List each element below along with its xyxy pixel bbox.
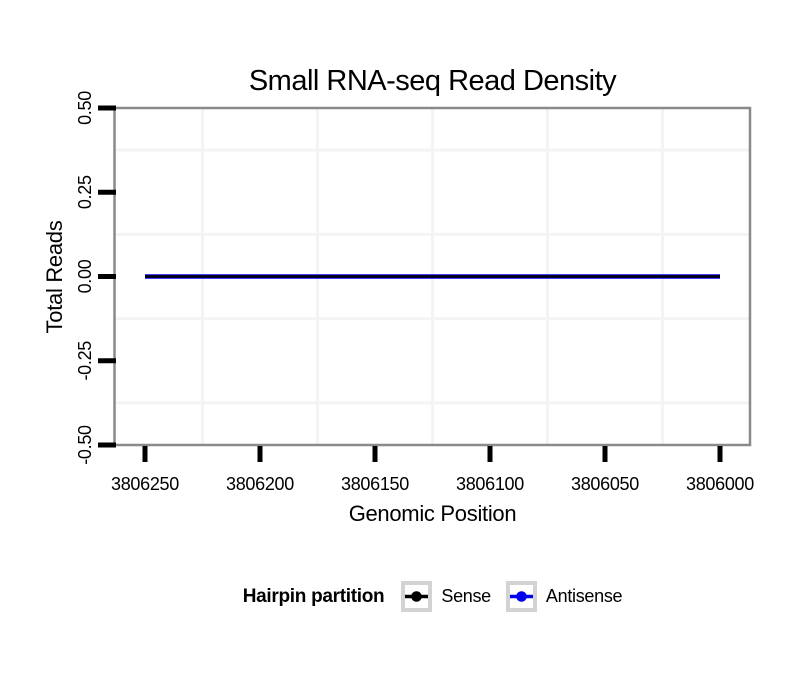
legend-title: Hairpin partition (242, 585, 385, 607)
legend-item-antisense: Antisense (505, 581, 623, 612)
x-tick-label: 3806100 (456, 474, 524, 494)
x-tick-label: 3806050 (571, 474, 639, 494)
y-tick-label: 0.50 (75, 91, 95, 125)
x-tick-label: 3806250 (111, 474, 179, 494)
x-tick-label: 3806000 (686, 474, 754, 494)
legend-key-sense (401, 581, 433, 612)
y-tick-label: -0.50 (75, 425, 95, 465)
legend-key-glyph-antisense (509, 591, 533, 602)
y-axis-title: Total Reads (42, 220, 67, 334)
legend-label-sense: Sense (441, 586, 491, 606)
x-tick-label: 3806200 (226, 474, 294, 494)
legend-items: Sense Antisense (401, 581, 623, 612)
x-axis-title: Genomic Position (348, 501, 517, 526)
legend: Hairpin partition Sense Antisense (115, 580, 750, 613)
y-tick-label: -0.25 (75, 341, 95, 381)
legend-item-sense: Sense (401, 581, 491, 612)
y-tick-label: 0.00 (75, 259, 95, 293)
y-tick-label: 0.25 (75, 175, 95, 209)
x-tick-label: 3806150 (341, 474, 409, 494)
legend-key-glyph-sense (405, 591, 429, 602)
legend-point-icon (411, 591, 423, 602)
legend-point-icon (516, 591, 527, 602)
legend-label-antisense: Antisense (545, 586, 623, 606)
chart-title: Small RNA-seq Read Density (248, 65, 617, 97)
legend-key-antisense (505, 581, 537, 612)
